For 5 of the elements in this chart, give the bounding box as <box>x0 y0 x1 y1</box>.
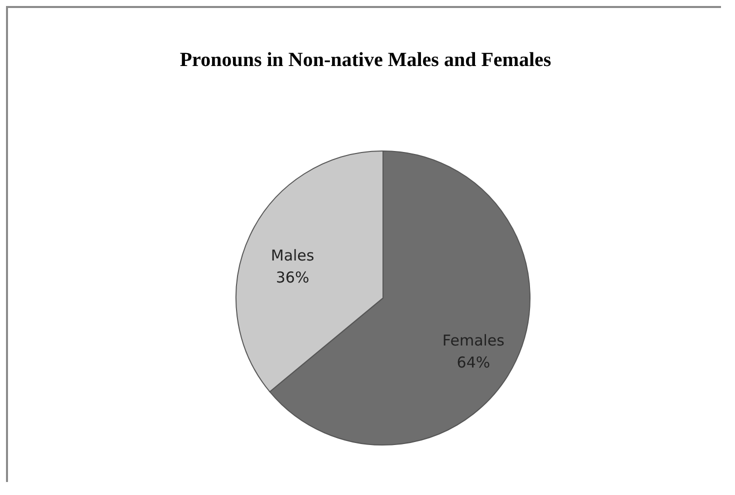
slice-label: Females <box>442 332 505 350</box>
data-label: 36% <box>276 268 310 286</box>
chart-title: Pronouns in Non-native Males and Females <box>180 49 552 71</box>
slice-label: Males <box>270 246 314 264</box>
data-label: 64% <box>456 354 490 372</box>
